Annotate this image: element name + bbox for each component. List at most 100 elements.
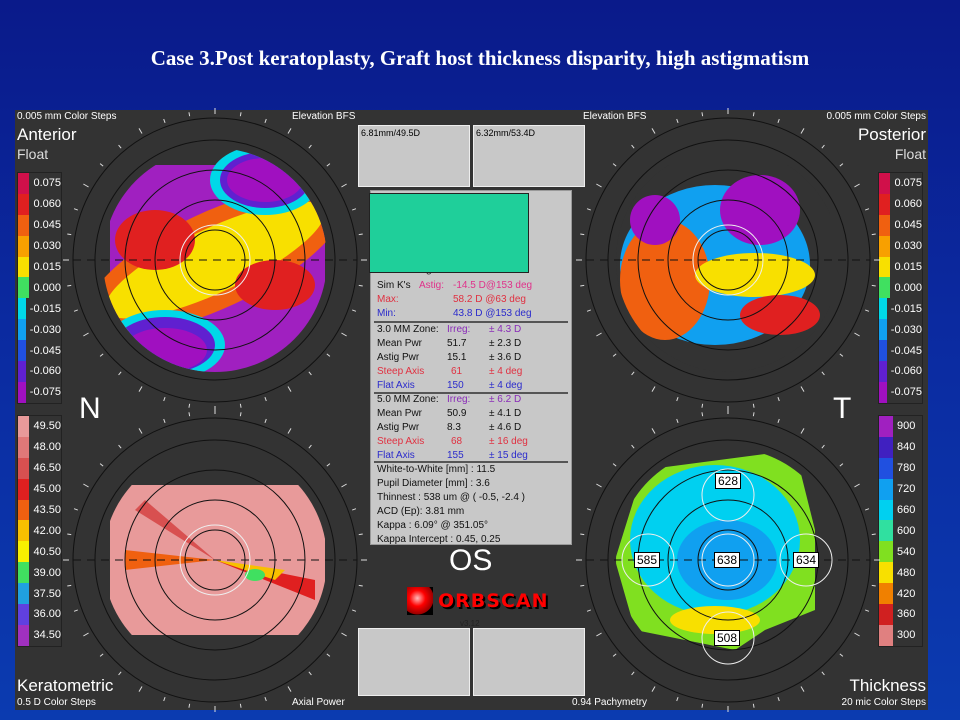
axis-tick (73, 208, 78, 211)
axis-tick (341, 183, 347, 188)
tl-map-sub: Float (17, 146, 49, 162)
scale-swatch (879, 541, 893, 563)
scale-step: 540 (879, 541, 922, 563)
tl-map-type: Elevation BFS (292, 111, 356, 122)
scale-swatch (18, 499, 30, 521)
zone5-irreg-label: Irreg: (447, 394, 471, 405)
scale-step: 39.00 (18, 562, 61, 584)
scale-label: 780 (897, 462, 916, 475)
zone5-flat-label: Flat Axis (377, 450, 415, 461)
scale-step: 0.060 (879, 193, 922, 215)
axis-tick (676, 418, 679, 423)
scale-label: -0.015 (29, 302, 61, 315)
elevation-color-scale-right: 0.075 0.060 0.045 0.030 0.015 0.000 -0.015 -0.0… (878, 172, 923, 404)
scale-step: 0.075 (18, 173, 61, 194)
zone5-steep: 68 (451, 436, 463, 447)
zone5-astig: 8.3 (447, 422, 461, 433)
temporal-label: T (833, 392, 852, 425)
scale-step: -0.075 (18, 381, 61, 403)
scale-label: -0.015 (890, 302, 922, 315)
scale-swatch (18, 381, 26, 403)
scale-swatch (879, 214, 891, 236)
axis-tick (326, 353, 331, 357)
axis-tick (676, 397, 679, 402)
axis-tick (264, 118, 267, 123)
scale-step: 720 (879, 478, 922, 500)
axis-tick (99, 463, 104, 467)
simk-label: Sim K's (377, 280, 411, 291)
bfs-right-value: 6.32mm/53.4D (476, 128, 536, 138)
axis-tick (596, 483, 602, 488)
axis-tick (287, 428, 292, 434)
scale-swatch (18, 319, 26, 341)
scale-label: 840 (897, 441, 916, 454)
scale-swatch (18, 361, 26, 382)
axis-tick (188, 412, 191, 417)
scale-label: -0.075 (890, 386, 922, 399)
scale-label: 42.00 (33, 524, 61, 537)
scale-swatch (879, 298, 887, 320)
scale-label: -0.030 (890, 323, 922, 336)
axis-tick (752, 403, 755, 408)
thinnest-point: Thinnest : 538 um @ ( -0.5, -2.4 ) (377, 492, 525, 503)
axis-tick (73, 309, 78, 312)
scale-swatch (879, 499, 893, 521)
axis-tick (358, 533, 363, 536)
axis-tick (99, 353, 104, 357)
axis-tick (99, 163, 104, 167)
eye-label: OS (449, 544, 493, 577)
axis-tick (865, 609, 870, 612)
axis-tick (163, 697, 166, 702)
axis-tick (341, 332, 347, 337)
orbscan-logo-icon (407, 587, 433, 615)
tr-map-name: Posterior (857, 125, 926, 144)
zone3-mean-sd: ± 2.3 D (489, 338, 522, 349)
zone5-mean: 50.9 (447, 408, 467, 419)
axis-tick (631, 444, 635, 449)
axis-tick (777, 397, 780, 402)
zone3-irreg-label: Irreg: (447, 324, 471, 335)
axis-tick (83, 483, 89, 488)
scale-label: 39.00 (33, 566, 61, 579)
axis-tick (264, 418, 267, 423)
axis-tick (188, 403, 191, 408)
axis-tick (188, 112, 191, 117)
slide-title: Case 3.Post keratoplasty, Graft host thi… (150, 46, 810, 70)
axis-tick (631, 671, 635, 676)
axis-tick (287, 686, 292, 692)
scale-label: 34.50 (33, 629, 61, 642)
axis-tick (239, 412, 242, 417)
axis-tick (358, 284, 363, 287)
axis-tick (777, 418, 780, 423)
axis-tick (871, 233, 876, 236)
scale-swatch (879, 478, 893, 500)
scale-swatch (879, 583, 893, 605)
zone3-astig: 15.1 (447, 352, 467, 363)
axis-tick (138, 686, 143, 692)
scale-step: 0.060 (18, 193, 61, 215)
axis-tick (118, 371, 122, 376)
orbscan-logo: ORBSCAN (438, 590, 549, 612)
axis-tick (580, 533, 585, 536)
zone5-irreg: ± 6.2 D (489, 394, 522, 405)
axis-tick (586, 508, 591, 511)
axis-tick (287, 386, 292, 392)
scale-label: 480 (897, 566, 916, 579)
keratometric-color-scale: 49.50 48.00 46.50 45.00 43.50 42.00 40.50 39.00… (17, 415, 62, 647)
axis-tick (358, 584, 363, 587)
bottom-box-left (358, 628, 470, 696)
br-map-type: 0.94 Pachymetry (572, 697, 648, 708)
axis-tick (67, 284, 72, 287)
scale-swatch (18, 256, 30, 278)
scale-step: 780 (879, 457, 922, 479)
axis-tick (118, 444, 122, 449)
axis-tick (800, 128, 805, 134)
scale-swatch (18, 478, 30, 500)
axis-tick (586, 309, 591, 312)
axis-tick (651, 386, 656, 392)
pachy-value-left: 585 (634, 552, 661, 568)
axis-tick (676, 118, 679, 123)
axis-tick (752, 112, 755, 117)
scale-swatch (18, 235, 30, 257)
pachymetry-map (616, 450, 815, 650)
